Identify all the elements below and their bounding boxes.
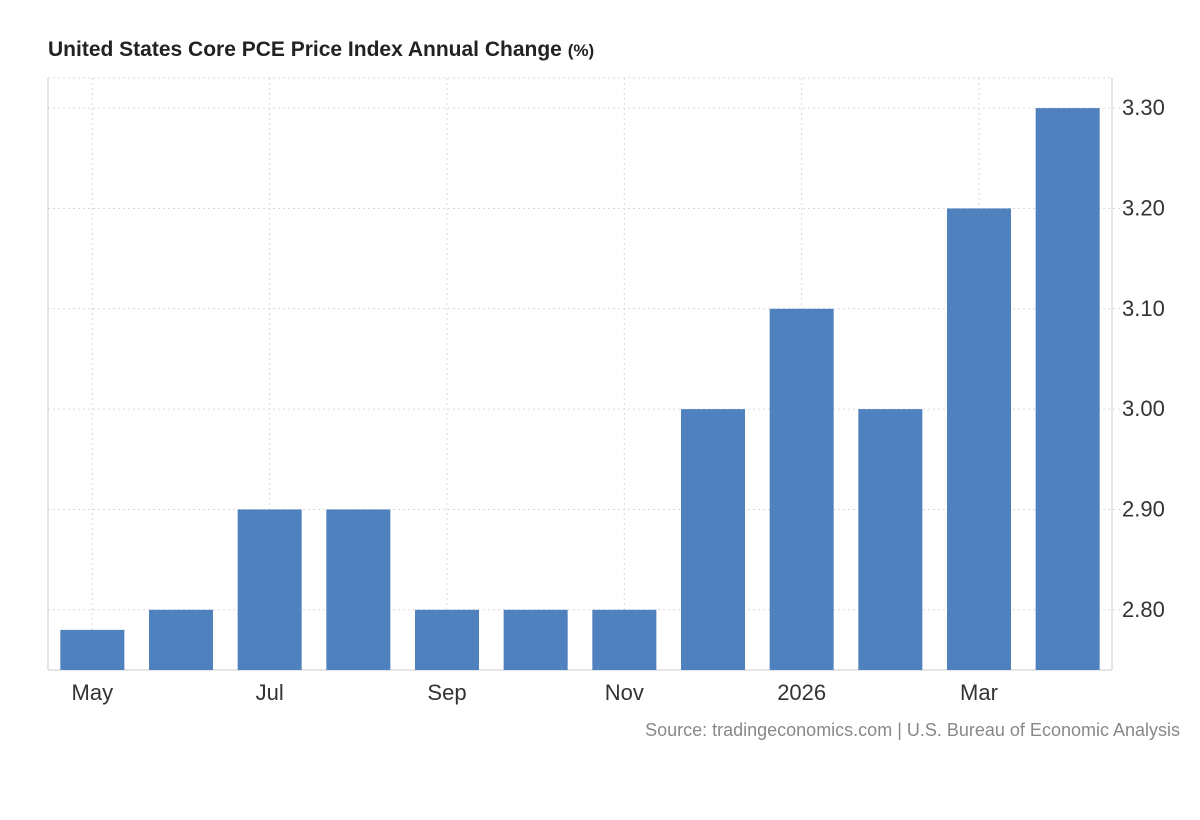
x-tick-label: Sep [427,680,466,705]
y-tick-label: 3.10 [1122,296,1165,321]
y-tick-label: 2.90 [1122,496,1165,521]
x-tick-label: Mar [960,680,998,705]
y-tick-label: 3.00 [1122,396,1165,421]
axes [47,78,1113,671]
bar-feb [858,409,923,670]
x-axis-tick-labels: May Jul Sep Nov 2026 Mar [72,680,998,705]
bar-2026 [769,308,834,670]
chart-title: United States Core PCE Price Index Annua… [48,38,594,62]
y-axis-tick-labels: 2.80 2.90 3.00 3.10 3.20 3.30 [1122,95,1165,622]
y-tick-label: 2.80 [1122,597,1165,622]
bar-sep [415,609,479,670]
y-tick-label: 3.20 [1122,195,1165,220]
x-tick-label: Jul [256,680,284,705]
source-credit: Source: tradingeconomics.com | U.S. Bure… [645,720,1180,740]
bar-may [60,629,125,670]
chart-title-text: United States Core PCE Price Index Annua… [48,38,562,61]
chart-title-unit: (%) [567,41,595,60]
bar-mar [947,208,1011,670]
bar-apr [1035,108,1100,671]
bar-aug [326,509,391,670]
x-tick-label: May [72,680,114,705]
bar-jul [237,509,302,670]
x-tick-label: Nov [605,680,644,705]
bar-jun [149,609,213,670]
y-tick-label: 3.30 [1122,95,1165,120]
bar-oct [503,609,568,670]
x-tick-label: 2026 [777,680,826,705]
bar-nov [592,609,657,670]
bar-dec [681,409,745,670]
bars [60,108,1100,671]
